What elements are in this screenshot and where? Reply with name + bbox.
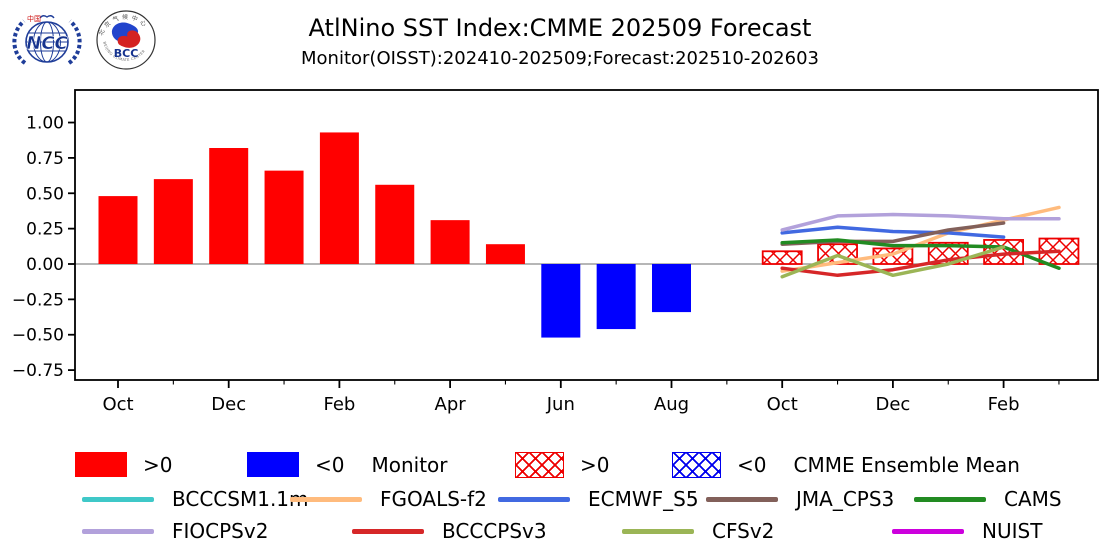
- bcc-logo-icon: 北京气候中心 BEIJING CLIMATE CENTER BCC: [96, 10, 156, 70]
- legend-model-label: JMA_CPS3: [796, 487, 895, 511]
- legend-item--0: >0: [75, 452, 172, 477]
- legend-line-swatch: [914, 496, 986, 502]
- x-tick-label: Dec: [211, 394, 246, 415]
- legend-item-nuist: NUIST: [892, 519, 1042, 543]
- model-line-FIOCPSv2: [780, 212, 1061, 232]
- cmme-bar-Oct: [761, 250, 803, 265]
- x-tick-label: Feb: [323, 394, 355, 415]
- y-tick-label: 0.50: [26, 184, 64, 204]
- legend-model-label: CAMS: [1004, 487, 1062, 511]
- monitor-bar-Apr: [430, 220, 470, 264]
- legend-swatch-filled: [247, 452, 299, 477]
- monitor-bar-Aug: [652, 264, 691, 313]
- chart-subtitle: Monitor(OISST):202410-202509;Forecast:20…: [301, 48, 819, 69]
- bcc-blue-cloud: [111, 22, 139, 42]
- legend-line-swatch: [892, 528, 964, 534]
- legend-item-bcccpsv3: BCCCPSv3: [352, 519, 547, 543]
- legend-model-label: ECMWF_S5: [588, 487, 699, 511]
- legend-item-bcccsm1-1m: BCCCSM1.1m: [82, 487, 309, 511]
- legend-item-fgoals-f2: FGOALS-f2: [290, 487, 487, 511]
- legend-label: <0: [315, 452, 345, 477]
- legend-item-cams: CAMS: [914, 487, 1062, 511]
- model-line-BCCCPSv3: [780, 249, 1061, 278]
- monitor-bar-Feb: [319, 132, 359, 264]
- x-tick-label: Dec: [875, 394, 910, 415]
- legend-label: >0: [580, 453, 610, 477]
- bcc-logo-text: BCC: [114, 47, 139, 60]
- model-line-ECMWF_S5: [780, 225, 1006, 239]
- monitor-bar-Jun: [541, 264, 581, 338]
- chart-title: AtlNino SST Index:CMME 202509 Forecast: [308, 14, 812, 42]
- monitor-bar-Dec: [209, 148, 249, 264]
- y-tick-label: 0.75: [26, 149, 64, 169]
- monitor-bar-Mar: [375, 184, 415, 264]
- y-tick-label: −0.25: [12, 290, 64, 310]
- legend-item-ecmwf-s5: ECMWF_S5: [498, 487, 699, 511]
- model-line-CFSv2: [780, 245, 1006, 279]
- monitor-bar-Jan: [264, 170, 304, 264]
- ncc-top-text: 中国: [27, 14, 41, 23]
- x-tick-label: Jun: [546, 394, 575, 415]
- legend-model-label: FIOCPSv2: [172, 519, 269, 543]
- monitor-bar-May: [485, 244, 525, 264]
- legend-item--0: >0: [515, 452, 609, 478]
- legend-item-monitor: <0 Monitor: [247, 452, 448, 477]
- legend-model-label: FGOALS-f2: [380, 487, 487, 511]
- x-tick-label: Oct: [767, 394, 798, 415]
- legend-model-label: BCCCPSv3: [442, 519, 547, 543]
- monitor-bar-Nov: [153, 179, 193, 264]
- y-tick-label: −0.50: [12, 326, 64, 346]
- bcc-red-swirl: [117, 30, 141, 48]
- legend-line-swatch: [498, 496, 570, 502]
- legend-model-label: CFSv2: [712, 519, 775, 543]
- legend-item-cfsv2: CFSv2: [622, 519, 774, 543]
- legend-group-label: CMME Ensemble Mean: [793, 453, 1020, 477]
- legend-item-cmme-ensemble-mean: <0 CMME Ensemble Mean: [672, 452, 1020, 478]
- ncc-logo-text: NCC: [26, 33, 68, 54]
- legend-label: >0: [143, 452, 173, 477]
- legend-item-jma-cps3: JMA_CPS3: [706, 487, 894, 511]
- legend-swatch-hatched: [672, 452, 721, 478]
- legend-item-fiocpsv2: FIOCPSv2: [82, 519, 268, 543]
- x-tick-label: Oct: [102, 394, 133, 415]
- x-tick-label: Feb: [988, 394, 1020, 415]
- y-tick-label: 0.25: [26, 220, 64, 240]
- y-tick-label: −0.75: [12, 361, 64, 381]
- legend-line-swatch: [82, 528, 154, 534]
- y-tick-label: 0.00: [26, 255, 64, 275]
- legend-label: <0: [737, 453, 767, 477]
- x-tick-label: Aug: [654, 394, 689, 415]
- legend-model-label: BCCCSM1.1m: [172, 487, 309, 511]
- legend-line-swatch: [622, 528, 694, 534]
- sst-index-chart: Oct Dec Feb Apr Jun Aug Oct Dec Feb 1.00 0.75 0.50 0…: [12, 89, 1099, 415]
- legend-group-label: Monitor: [371, 452, 448, 477]
- ncc-logo-icon: 中国 NCC: [12, 14, 82, 65]
- monitor-bar-Jul: [596, 264, 636, 330]
- monitor-bar-Oct: [98, 196, 138, 264]
- legend-line-swatch: [82, 496, 154, 502]
- y-tick-label: 1.00: [26, 114, 64, 134]
- legend-model-label: NUIST: [982, 519, 1043, 543]
- model-line-CAMS: [780, 238, 1061, 270]
- legend-line-swatch: [706, 496, 778, 502]
- legend-line-swatch: [290, 496, 362, 502]
- legend-swatch-filled: [75, 452, 127, 477]
- legend-swatch-hatched: [515, 452, 564, 478]
- plot-border: [74, 89, 1099, 381]
- x-tick-label: Apr: [435, 394, 467, 415]
- legend-line-swatch: [352, 528, 424, 534]
